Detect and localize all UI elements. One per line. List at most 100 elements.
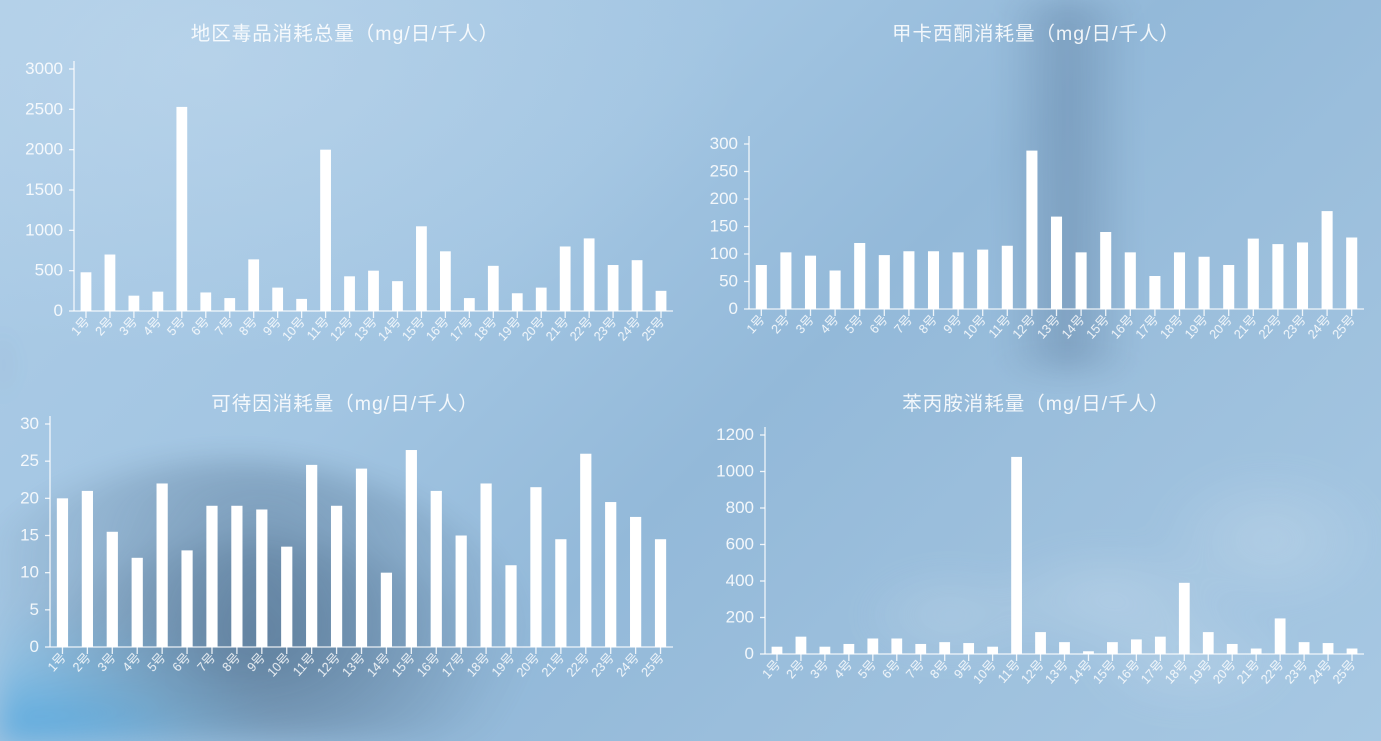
svg-text:15号: 15号 [400,315,428,344]
svg-text:24号: 24号 [1306,658,1334,687]
svg-text:5: 5 [30,600,39,619]
svg-text:3号: 3号 [793,313,816,337]
svg-text:25号: 25号 [1330,313,1358,342]
svg-text:1号: 1号 [45,651,68,675]
svg-text:18号: 18号 [1158,313,1186,342]
svg-text:19号: 19号 [1186,658,1214,687]
svg-text:10号: 10号 [265,651,293,680]
svg-text:19号: 19号 [495,315,523,344]
svg-text:17号: 17号 [447,315,475,344]
svg-text:14号: 14号 [1067,658,1095,687]
svg-text:25号: 25号 [1330,658,1358,687]
svg-text:400: 400 [726,571,754,590]
svg-text:18号: 18号 [1162,658,1190,687]
svg-text:14号: 14号 [365,651,393,680]
svg-text:13号: 13号 [1043,658,1071,687]
svg-text:2000: 2000 [25,140,63,159]
svg-text:23号: 23号 [1281,313,1309,342]
svg-text:1200: 1200 [716,425,754,444]
svg-text:5号: 5号 [856,658,879,682]
svg-text:15号: 15号 [389,651,417,680]
svg-text:15号: 15号 [1084,313,1112,342]
svg-text:1000: 1000 [716,462,754,481]
svg-text:50: 50 [719,272,738,291]
svg-text:600: 600 [726,535,754,554]
svg-text:3000: 3000 [25,59,63,78]
svg-text:14号: 14号 [376,315,404,344]
svg-text:2号: 2号 [93,315,116,339]
svg-text:6号: 6号 [880,658,903,682]
svg-text:25号: 25号 [639,315,667,344]
svg-text:23号: 23号 [591,315,619,344]
svg-text:0: 0 [54,301,63,320]
svg-text:3号: 3号 [808,658,831,682]
svg-text:11号: 11号 [986,313,1013,341]
svg-text:15号: 15号 [1091,658,1119,687]
svg-text:16号: 16号 [1115,658,1143,687]
svg-text:7号: 7号 [195,651,218,675]
svg-text:23号: 23号 [589,651,617,680]
svg-text:1号: 1号 [69,315,92,339]
svg-text:4号: 4号 [120,651,143,675]
svg-text:17号: 17号 [439,651,467,680]
svg-text:6号: 6号 [170,651,193,675]
svg-text:20号: 20号 [514,651,542,680]
svg-text:0: 0 [745,644,754,663]
svg-text:12号: 12号 [1019,658,1047,687]
svg-text:24号: 24号 [1305,313,1333,342]
svg-text:20号: 20号 [1207,313,1235,342]
svg-text:20: 20 [20,488,39,507]
svg-text:18号: 18号 [471,315,499,344]
svg-text:22号: 22号 [567,315,595,344]
svg-text:10号: 10号 [971,658,999,687]
svg-text:22号: 22号 [1258,658,1286,687]
svg-text:7号: 7号 [904,658,927,682]
svg-text:12号: 12号 [315,651,343,680]
svg-text:22号: 22号 [564,651,592,680]
svg-text:24号: 24号 [614,651,642,680]
svg-text:11号: 11号 [290,651,317,679]
svg-text:16号: 16号 [424,315,452,344]
svg-text:5号: 5号 [843,313,866,337]
svg-text:13号: 13号 [340,651,368,680]
svg-text:14号: 14号 [1059,313,1087,342]
svg-text:21号: 21号 [1234,658,1262,687]
svg-text:21号: 21号 [1231,313,1259,342]
svg-text:6号: 6号 [189,315,212,339]
svg-text:100: 100 [710,244,738,263]
svg-text:1号: 1号 [760,658,783,682]
svg-text:7号: 7号 [213,315,236,339]
svg-text:5号: 5号 [145,651,168,675]
svg-text:5号: 5号 [165,315,188,339]
svg-text:7号: 7号 [892,313,915,337]
svg-text:3号: 3号 [117,315,140,339]
svg-text:8号: 8号 [237,315,260,339]
svg-text:23号: 23号 [1282,658,1310,687]
svg-text:11号: 11号 [995,658,1022,686]
svg-text:4号: 4号 [141,315,164,339]
svg-text:10号: 10号 [961,313,989,342]
svg-text:16号: 16号 [1108,313,1136,342]
svg-text:1号: 1号 [744,313,767,337]
svg-text:2号: 2号 [70,651,93,675]
svg-text:19号: 19号 [489,651,517,680]
svg-text:2500: 2500 [25,99,63,118]
svg-text:4号: 4号 [832,658,855,682]
svg-text:150: 150 [710,217,738,236]
svg-text:19号: 19号 [1182,313,1210,342]
svg-text:250: 250 [710,162,738,181]
svg-text:20号: 20号 [519,315,547,344]
svg-text:18号: 18号 [464,651,492,680]
svg-text:17号: 17号 [1133,313,1161,342]
svg-text:2号: 2号 [769,313,792,337]
svg-text:25: 25 [20,451,39,470]
svg-text:1000: 1000 [25,220,63,239]
svg-text:8号: 8号 [916,313,939,337]
svg-text:11号: 11号 [304,315,331,343]
svg-text:20号: 20号 [1210,658,1238,687]
svg-text:17号: 17号 [1138,658,1166,687]
svg-text:300: 300 [710,134,738,153]
svg-text:8号: 8号 [928,658,951,682]
svg-text:2号: 2号 [784,658,807,682]
svg-text:10号: 10号 [280,315,308,344]
